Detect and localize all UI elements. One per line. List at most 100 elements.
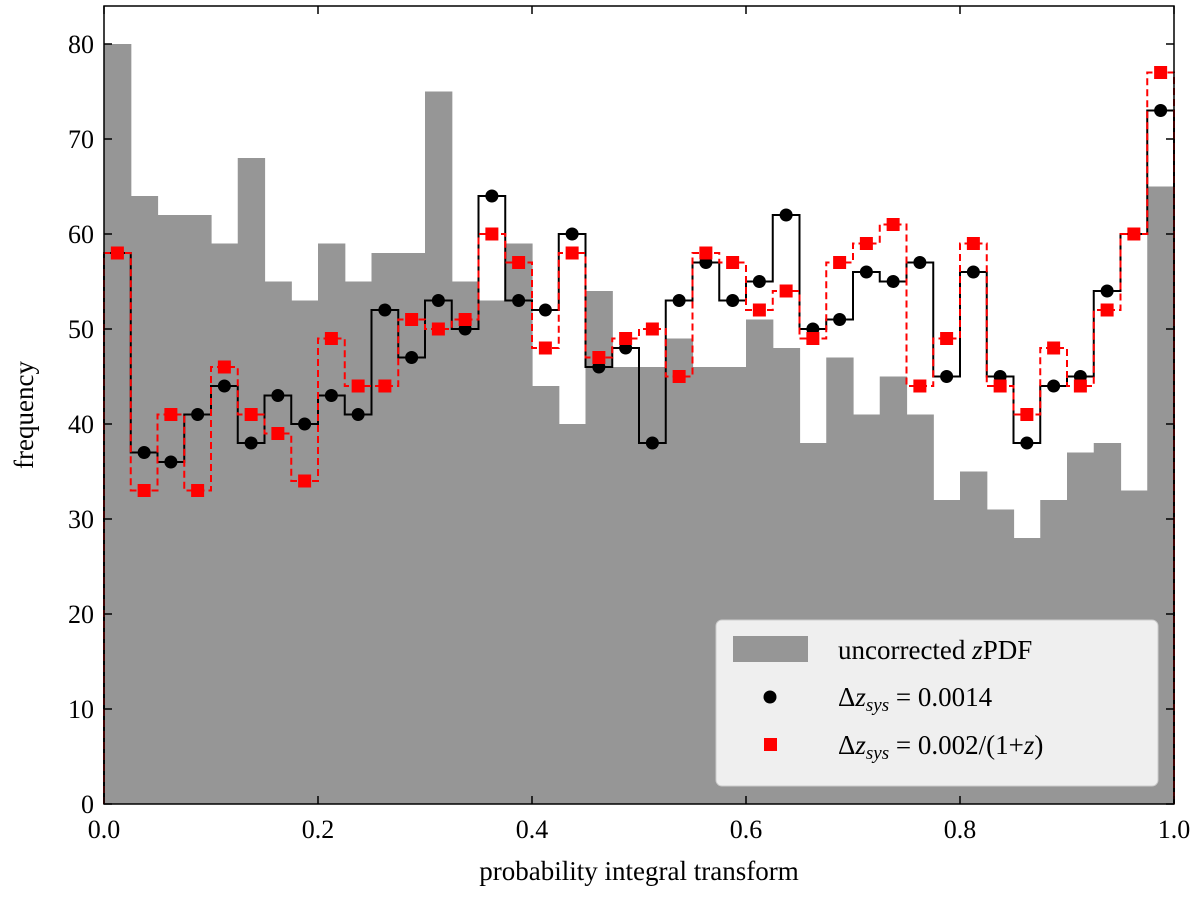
red-square-marker <box>672 370 686 383</box>
uncorrected-bar <box>558 424 587 804</box>
black-circle-marker <box>940 370 954 383</box>
uncorrected-bar <box>130 196 159 804</box>
legend-label-uncorrected: uncorrected zPDF <box>838 635 1032 665</box>
y-axis-label: frequency <box>9 361 39 469</box>
black-circle-marker <box>164 455 178 469</box>
uncorrected-bar <box>371 253 399 804</box>
uncorrected-bar <box>612 367 640 804</box>
black-circle-marker <box>752 275 766 288</box>
red-square-marker <box>565 246 579 260</box>
red-square-marker <box>859 237 873 250</box>
black-circle-marker <box>324 389 338 402</box>
red-square-marker <box>110 246 124 260</box>
x-tick-label: 0.0 <box>88 815 121 844</box>
x-tick-labels: 0.0 0.2 0.4 0.6 0.8 1.0 <box>88 815 1191 844</box>
red-square-marker <box>217 360 231 374</box>
x-tick-label: 0.6 <box>730 815 763 844</box>
black-circle-marker <box>485 189 499 203</box>
red-square-marker <box>806 332 820 345</box>
black-circle-marker <box>1154 104 1168 117</box>
black-circle-marker <box>1020 436 1034 450</box>
x-tick-label: 1.0 <box>1158 815 1191 844</box>
red-square-marker <box>726 256 740 269</box>
red-square-marker <box>1020 408 1034 421</box>
legend-marker-square <box>764 738 777 751</box>
black-circle-marker <box>565 227 579 241</box>
red-square-marker <box>137 484 151 497</box>
black-circle-marker <box>298 417 312 431</box>
uncorrected-bar <box>639 367 667 804</box>
uncorrected-bar <box>264 281 292 804</box>
black-circle-marker <box>859 265 873 279</box>
red-square-marker <box>699 246 713 260</box>
red-square-marker <box>485 227 499 241</box>
black-circle-marker <box>833 313 847 326</box>
y-tick-labels: 0 10 20 30 40 50 60 70 80 <box>68 30 94 819</box>
uncorrected-bar <box>692 367 720 804</box>
black-circle-marker <box>405 351 419 364</box>
red-square-marker <box>1100 303 1114 317</box>
red-square-marker <box>645 322 659 336</box>
red-square-marker <box>1047 341 1061 355</box>
uncorrected-bar <box>532 386 560 804</box>
red-square-marker <box>993 379 1007 393</box>
red-square-marker <box>940 332 954 345</box>
uncorrected-bar <box>451 281 480 804</box>
uncorrected-bar <box>211 243 239 804</box>
black-circle-marker <box>672 294 686 307</box>
red-square-marker <box>512 256 526 269</box>
black-circle-marker <box>431 294 445 307</box>
red-square-marker <box>886 218 900 231</box>
red-square-marker <box>619 332 633 345</box>
red-square-marker <box>164 408 178 421</box>
uncorrected-bar <box>398 253 426 804</box>
black-circle-marker <box>538 303 552 317</box>
black-circle-marker <box>913 256 927 269</box>
black-circle-marker <box>726 294 740 307</box>
uncorrected-bar <box>665 338 694 804</box>
black-circle-marker <box>886 275 900 288</box>
legend-label-black: Δzsys = 0.0014 <box>838 682 993 716</box>
black-circle-marker <box>1100 284 1114 298</box>
y-tick-label: 40 <box>68 410 94 439</box>
uncorrected-bar <box>585 291 613 804</box>
y-tick-label: 70 <box>68 125 94 154</box>
black-circle-marker <box>244 436 258 450</box>
legend-swatch-gray <box>733 636 808 662</box>
uncorrected-bar <box>157 215 185 804</box>
red-square-marker <box>913 379 927 393</box>
legend: uncorrected zPDF Δzsys = 0.0014 Δzsys = … <box>715 619 1159 787</box>
uncorrected-bar <box>344 281 373 804</box>
black-circle-marker <box>966 265 980 279</box>
y-tick-label: 20 <box>68 600 94 629</box>
red-step-series <box>103 66 1175 804</box>
y-tick-label: 30 <box>68 505 94 534</box>
black-circle-marker <box>217 379 231 393</box>
uncorrected-bar <box>478 300 506 804</box>
black-circle-marker <box>512 294 526 307</box>
black-circle-marker <box>1047 379 1061 393</box>
red-square-marker <box>244 408 258 421</box>
axis-ticks <box>103 6 1175 805</box>
red-square-marker <box>405 313 419 326</box>
y-tick-label: 0 <box>81 790 94 819</box>
uncorrected-bar <box>505 243 533 804</box>
black-circle-marker <box>191 408 205 421</box>
red-square-marker <box>271 427 285 440</box>
y-tick-label: 50 <box>68 315 94 344</box>
red-square-marker <box>833 256 847 269</box>
legend-box <box>715 619 1159 787</box>
red-square-marker <box>1127 227 1141 241</box>
red-square-marker <box>351 379 365 393</box>
x-tick-label: 0.4 <box>516 815 549 844</box>
red-square-marker <box>966 237 980 250</box>
legend-label-red: Δzsys = 0.002/(1+z) <box>838 730 1043 764</box>
red-square-marker <box>592 351 606 364</box>
red-square-marker <box>1154 66 1168 79</box>
black-circle-marker <box>779 208 793 222</box>
black-circle-marker <box>271 389 285 402</box>
uncorrected-bar <box>237 158 266 804</box>
uncorrected-histogram-bars <box>104 44 1175 804</box>
red-square-marker <box>191 484 205 497</box>
